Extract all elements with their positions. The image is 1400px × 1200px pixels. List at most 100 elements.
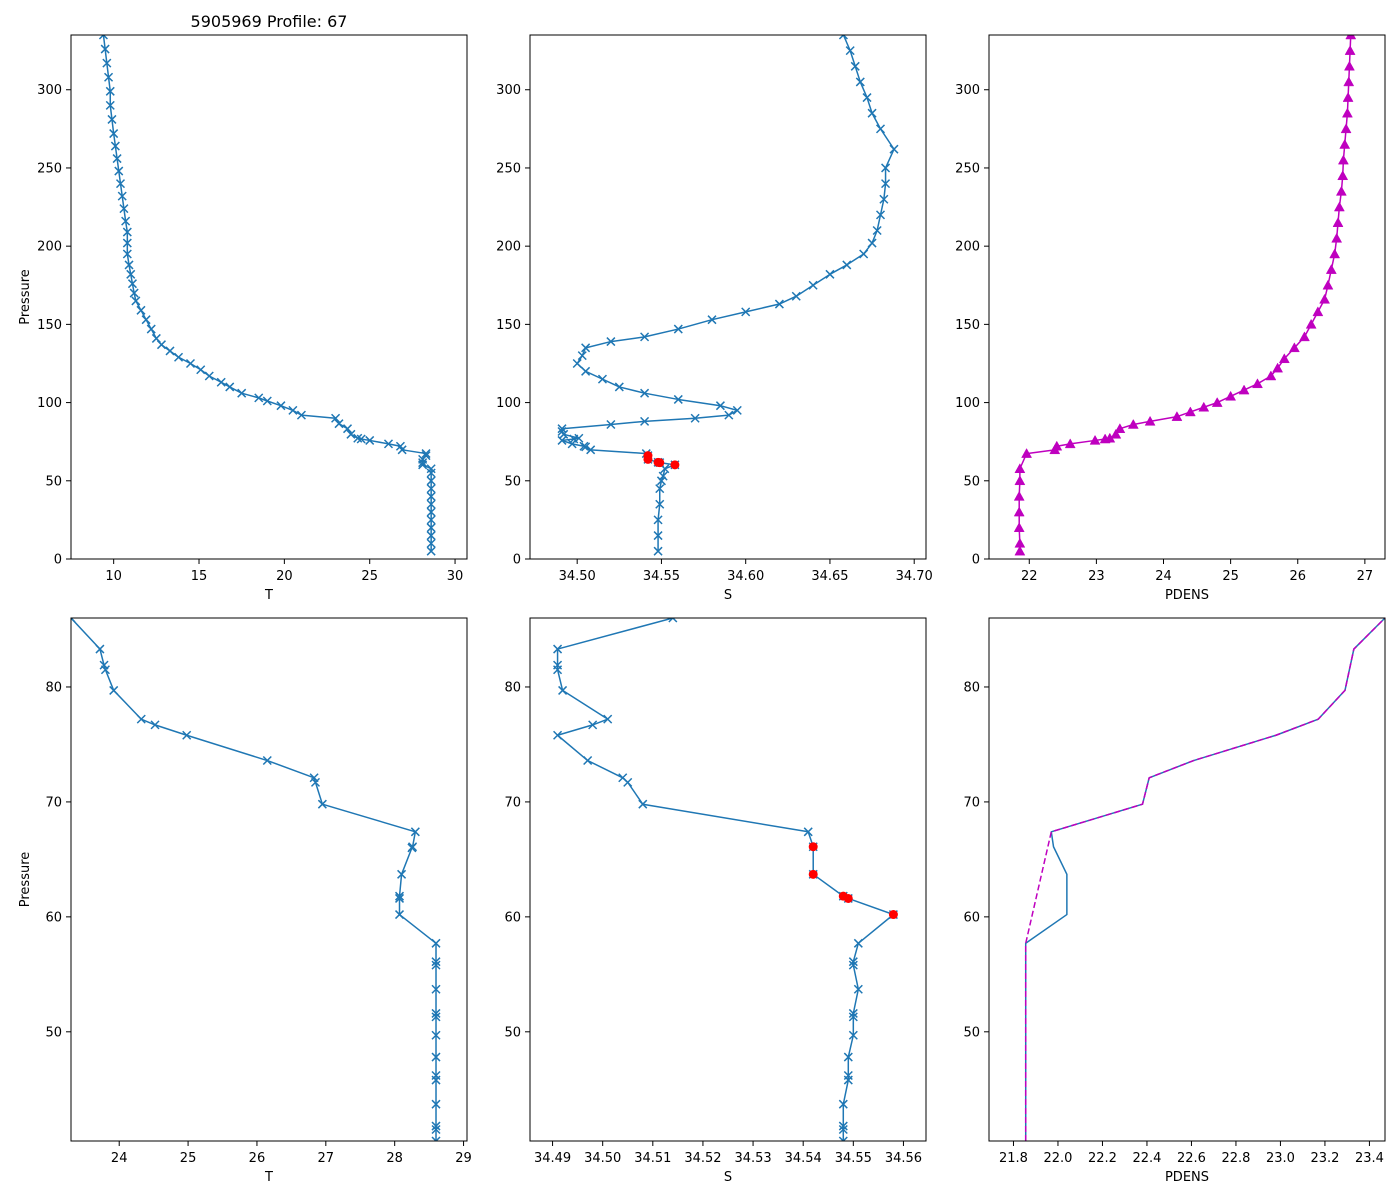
y-tick-label: 0	[972, 553, 980, 568]
data-point	[426, 531, 436, 541]
data-point	[872, 225, 882, 236]
data-point	[431, 1099, 441, 1109]
data-point	[603, 714, 613, 724]
data-point	[741, 307, 751, 317]
data-point	[1225, 390, 1237, 401]
x-tick-label: 29	[455, 1151, 472, 1166]
data-point	[1341, 107, 1353, 118]
data-point	[1144, 415, 1156, 426]
data-point	[843, 1052, 853, 1062]
data-point	[640, 388, 650, 398]
x-tick-label: 34.49	[534, 1151, 571, 1166]
data-point	[104, 72, 114, 82]
data-point	[431, 1121, 441, 1131]
x-tick-label: 25	[361, 569, 378, 584]
y-tick-label: 100	[496, 396, 521, 411]
data-point	[397, 869, 407, 879]
x-tick-label: 21.8	[999, 1151, 1028, 1166]
data-point	[838, 1099, 848, 1109]
series-line-pdens	[1024, 618, 1385, 1141]
data-point	[117, 191, 127, 201]
plot-area	[1013, 35, 1357, 556]
data-point	[1337, 170, 1349, 181]
data-point	[431, 1070, 441, 1081]
x-tick-label: 23.4	[1355, 1151, 1384, 1166]
data-point	[862, 93, 872, 103]
data-point	[1343, 76, 1355, 87]
data-point	[383, 439, 394, 449]
figure-title: 5905969 Profile: 67	[191, 12, 348, 31]
data-point	[553, 730, 563, 740]
data-point	[1064, 438, 1076, 449]
data-point	[1184, 406, 1196, 417]
x-tick-label: 23	[1088, 569, 1105, 584]
x-tick-label: 26	[249, 1151, 266, 1166]
axes-frame	[70, 617, 468, 1142]
data-point	[1238, 384, 1250, 395]
data-point	[426, 507, 436, 517]
data-point	[1344, 45, 1356, 55]
data-point	[112, 154, 122, 164]
data-point	[122, 238, 132, 248]
data-point	[146, 324, 156, 334]
data-point	[431, 1136, 441, 1141]
data-point	[408, 842, 418, 852]
data-point	[431, 938, 441, 948]
data-point	[204, 371, 214, 381]
x-tick-label: 34.56	[885, 1151, 922, 1166]
data-point	[845, 46, 855, 56]
axes-frame	[529, 617, 927, 1142]
data-point	[105, 86, 115, 96]
data-point	[715, 401, 725, 411]
x-axis-label: PDENS	[1165, 588, 1209, 603]
data-point	[1014, 463, 1026, 473]
data-point	[365, 435, 375, 445]
data-point	[129, 288, 139, 298]
data-point	[1272, 362, 1284, 373]
y-tick-label: 60	[45, 910, 62, 925]
axes-frame	[70, 34, 468, 560]
data-point	[848, 957, 858, 967]
y-tick-label: 300	[955, 83, 980, 98]
data-point	[673, 324, 683, 334]
data-point	[557, 426, 567, 437]
data-point	[848, 1012, 858, 1022]
data-point	[1345, 35, 1357, 40]
x-tick-label: 28	[386, 1151, 403, 1166]
x-tick-label: 25	[1222, 569, 1239, 584]
panel-top-middle: 34.50 34.55 34.60 34.65 34.70 0 50 100 150 200 250…	[496, 34, 933, 603]
data-point	[394, 891, 405, 901]
x-axis-label: S	[724, 588, 732, 603]
data-point	[842, 260, 852, 270]
data-point	[655, 499, 665, 509]
data-point	[122, 249, 132, 259]
data-point	[1211, 397, 1223, 407]
flagged-point	[670, 460, 680, 470]
data-point	[574, 433, 584, 443]
data-point	[855, 77, 865, 87]
data-point	[196, 365, 206, 375]
y-tick-label: 150	[496, 318, 521, 333]
data-point	[825, 269, 835, 279]
data-point	[1337, 154, 1349, 165]
data-point	[421, 451, 431, 461]
data-point	[102, 58, 112, 68]
data-point	[151, 333, 161, 343]
data-point	[1127, 418, 1139, 429]
data-point	[410, 827, 420, 837]
y-tick-label: 150	[37, 318, 62, 333]
plot-area	[98, 35, 436, 556]
data-point	[165, 346, 175, 356]
y-tick-label: 250	[955, 161, 980, 176]
data-point	[216, 377, 226, 387]
data-point	[346, 429, 356, 439]
data-point	[1021, 448, 1033, 458]
data-point	[640, 332, 650, 342]
data-point	[262, 756, 272, 766]
data-point	[124, 260, 134, 270]
data-point	[431, 1052, 441, 1062]
y-tick-label: 80	[504, 680, 521, 695]
y-tick-label: 150	[955, 318, 980, 333]
data-point	[853, 984, 863, 994]
